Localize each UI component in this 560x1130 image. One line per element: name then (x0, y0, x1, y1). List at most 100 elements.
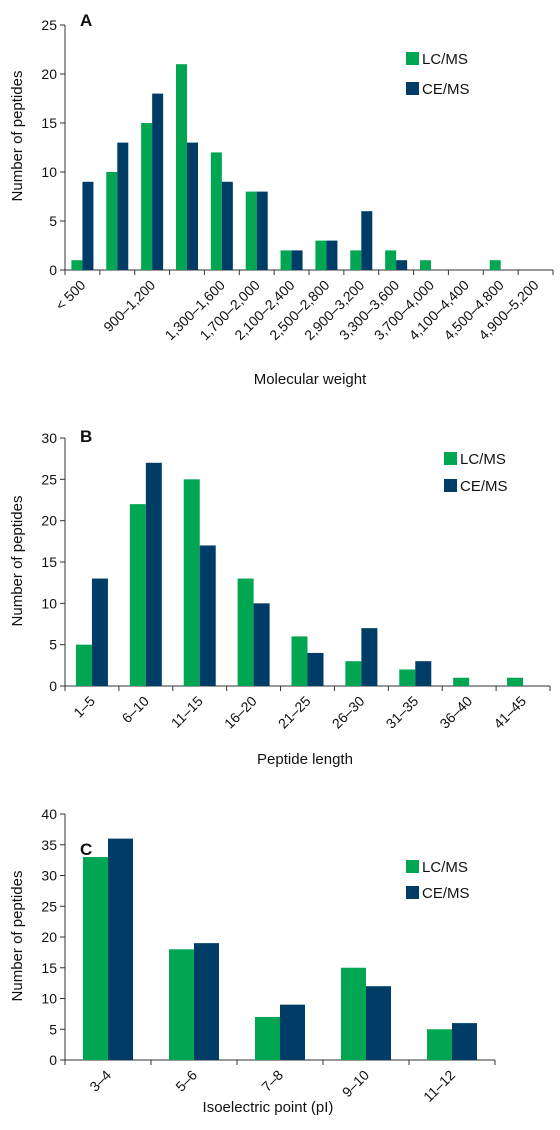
x-tick-label: 21–25 (275, 693, 314, 732)
bar-cems (415, 661, 432, 686)
bar-lcms (210, 152, 222, 270)
x-tick-label: 7–8 (258, 1067, 286, 1095)
x-tick-label: 900–1,200 (100, 277, 158, 335)
isoelectric-point-chart: C LC/MS CE/MS Number of peptides Isoelec… (9, 806, 496, 1116)
x-tick-label: < 500 (52, 277, 89, 314)
y-tick-label: 35 (41, 837, 57, 853)
x-tick-label: 5–6 (172, 1067, 200, 1095)
bar-cems (152, 93, 164, 270)
y-axis-title: Number of peptides (9, 496, 26, 627)
y-tick-label: 25 (41, 17, 57, 33)
bar-cems (256, 191, 268, 270)
bar-lcms (237, 578, 254, 686)
legend-swatch-cems (406, 82, 419, 95)
bar-cems (91, 578, 108, 686)
bar-cems (194, 943, 219, 1060)
x-tick-label: 26–30 (329, 693, 368, 732)
y-tick-label: 10 (41, 164, 57, 180)
bar-cems (108, 838, 133, 1060)
bar-marks: 0 5 10 15 20 25 30 35 40 3–4 5–6 7–8 9–10 11–12 (41, 806, 496, 1105)
bar-lcms (399, 669, 416, 686)
y-tick-label: 30 (41, 868, 57, 884)
bar-lcms (291, 636, 308, 686)
bar-lcms (176, 64, 187, 270)
x-tick-label: 3–4 (86, 1067, 114, 1095)
bar-cems (366, 986, 391, 1060)
bar-cems (187, 142, 198, 270)
x-tick-label: 41–45 (490, 693, 529, 732)
y-tick-label: 5 (49, 1021, 57, 1037)
bar-lcms (507, 677, 524, 686)
bar-cems (291, 250, 303, 270)
bar-lcms (255, 1016, 280, 1060)
legend-label-lcms: LC/MS (460, 451, 506, 468)
bar-lcms (385, 250, 397, 270)
x-axis-title: Isoelectric point (pI) (203, 1099, 334, 1116)
bar-cems (361, 211, 373, 270)
panel-letter: A (80, 11, 92, 30)
y-tick-label: 25 (41, 471, 57, 487)
y-tick-label: 0 (49, 262, 57, 278)
bar-cems (396, 260, 408, 270)
x-axis-title: Peptide length (257, 751, 353, 768)
legend-label-cems: CE/MS (422, 885, 470, 902)
bar-cems (253, 603, 270, 686)
bar-lcms (141, 123, 153, 270)
legend-swatch-cems (444, 479, 457, 492)
bar-lcms (420, 260, 431, 270)
y-tick-label: 20 (41, 929, 57, 945)
y-tick-label: 15 (41, 554, 57, 570)
bar-lcms (106, 172, 118, 270)
legend-swatch-lcms (406, 860, 419, 873)
bar-cems (145, 462, 162, 686)
y-tick-label: 15 (41, 115, 57, 131)
y-tick-label: 10 (41, 991, 57, 1007)
bar-lcms (83, 857, 108, 1060)
bar-lcms (345, 661, 362, 686)
x-tick-label: 11–15 (168, 693, 206, 731)
x-axis-title: Molecular weight (254, 371, 367, 388)
legend-swatch-lcms (444, 452, 457, 465)
panel-letter: C (80, 840, 92, 859)
bar-lcms (427, 1029, 452, 1060)
x-tick-label: 9–10 (339, 1067, 372, 1100)
bar-lcms (350, 250, 362, 270)
bar-cems (326, 240, 338, 270)
bar-cems (452, 1023, 477, 1060)
bar-cems (199, 545, 216, 686)
legend-label-lcms: LC/MS (422, 859, 468, 876)
bar-lcms (341, 967, 366, 1060)
panel-letter: B (80, 427, 92, 446)
x-tick-label: 31–35 (383, 693, 422, 732)
y-tick-label: 10 (41, 595, 57, 611)
bar-cems (221, 181, 233, 270)
y-tick-label: 20 (41, 513, 57, 529)
bar-lcms (129, 504, 146, 686)
legend-label-lcms: LC/MS (422, 51, 468, 68)
y-axis-title: Number of peptides (9, 71, 26, 202)
bar-lcms (280, 250, 292, 270)
y-tick-label: 15 (41, 960, 57, 976)
bar-lcms (75, 644, 92, 686)
y-tick-label: 30 (41, 430, 57, 446)
bar-lcms (169, 949, 194, 1060)
peptide-length-chart: B LC/MS CE/MS Number of peptides Peptide… (9, 427, 551, 768)
legend-label-cems: CE/MS (422, 81, 470, 98)
bar-lcms (71, 260, 83, 270)
y-tick-label: 5 (49, 213, 57, 229)
bar-lcms (245, 191, 257, 270)
bar-marks: 0 5 10 15 20 25 30 1–5 6–10 11–15 16–20 21–25 26–30 3… (41, 430, 551, 732)
molecular-weight-chart: A LC/MS CE/MS Number of peptides Molecul… (9, 11, 554, 388)
bar-lcms (315, 240, 327, 270)
x-tick-label: 1–5 (70, 693, 98, 721)
x-tick-label: 6–10 (119, 693, 152, 726)
bar-lcms (453, 677, 470, 686)
legend-swatch-cems (406, 886, 419, 899)
y-axis-title: Number of peptides (9, 871, 26, 1002)
x-tick-label: 16–20 (221, 693, 260, 732)
x-tick-label: 11–12 (420, 1067, 458, 1105)
y-tick-label: 40 (41, 806, 57, 822)
bar-cems (82, 181, 94, 270)
bar-cems (280, 1004, 305, 1060)
